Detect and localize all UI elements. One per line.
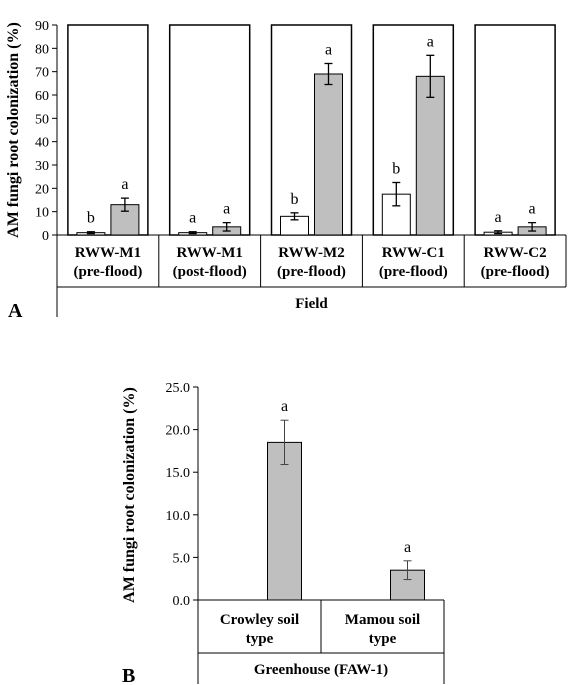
category-label: RWW-M2 [278, 245, 344, 261]
y-tick-label: 5.0 [173, 551, 191, 566]
y-tick-label: 30 [35, 159, 49, 174]
panel-label: B [122, 665, 135, 685]
y-tick-label: 50 [35, 112, 49, 127]
bar [267, 441, 302, 601]
significance-letter: a [325, 42, 332, 59]
y-tick-label: 10.0 [166, 509, 191, 524]
significance-letter: b [291, 191, 299, 208]
panel-frame [168, 24, 251, 236]
y-tick-label: 60 [35, 89, 49, 104]
chart-panel-a: 0 10 20 30 40 50 60 70 80 90 AM fungi root coloniz… [5, 19, 567, 322]
significance-letter: a [281, 398, 288, 415]
y-axis-title: AM fungi root colonization (%) [5, 22, 22, 238]
y-axis-title: AM fungi root colonization (%) [121, 387, 138, 603]
y-tick-label: 40 [35, 136, 49, 151]
significance-letter: b [392, 161, 400, 178]
y-tick-label: 20.0 [166, 424, 191, 439]
significance-letter: a [427, 33, 434, 50]
category-label: RWW-M1 [176, 245, 242, 261]
bar [415, 75, 445, 236]
significance-letter: a [529, 201, 536, 218]
x-axis-title: Greenhouse (FAW-1) [254, 662, 388, 678]
x-axis-title: Field [295, 296, 328, 312]
y-tick-label: 80 [35, 42, 49, 57]
panel-frame [67, 24, 149, 236]
category-label: Mamou soil [345, 612, 420, 628]
chart-panel-b: 0.0 5.0 10.0 15.0 20.0 25.0 AM fungi root colo… [121, 381, 445, 685]
category-label: type [246, 631, 274, 647]
significance-letter: b [87, 210, 95, 227]
bar [381, 193, 411, 236]
category-label: (pre-flood) [481, 264, 550, 280]
significance-letter: a [404, 539, 411, 556]
y-tick-label: 15.0 [166, 466, 191, 481]
y-tick-label: 70 [35, 66, 49, 81]
category-label: (post-flood) [173, 264, 247, 280]
category-label: RWW-C2 [484, 245, 547, 261]
y-tick-label: 10 [35, 206, 49, 221]
panel-frame [372, 24, 455, 236]
significance-letter: a [223, 201, 230, 218]
y-tick-label: 20 [35, 182, 49, 197]
panel-label: A [8, 300, 23, 322]
panel-frame [270, 24, 353, 236]
significance-letter: a [189, 210, 196, 227]
category-label: (pre-flood) [73, 264, 142, 280]
significance-letter: a [121, 176, 128, 193]
category-label: RWW-C1 [382, 245, 445, 261]
significance-letter: a [495, 209, 502, 226]
category-label: Crowley soil [220, 612, 299, 628]
category-label: (pre-flood) [277, 264, 346, 280]
category-label: RWW-M1 [75, 245, 141, 261]
y-tick-label: 0 [42, 229, 49, 244]
panel-frame [474, 24, 556, 236]
y-tick-label: 25.0 [166, 381, 191, 396]
category-label: type [369, 631, 397, 647]
y-tick-label: 0.0 [173, 594, 191, 609]
y-tick-label: 90 [35, 19, 49, 34]
bar [314, 73, 343, 236]
category-label: (pre-flood) [379, 264, 448, 280]
